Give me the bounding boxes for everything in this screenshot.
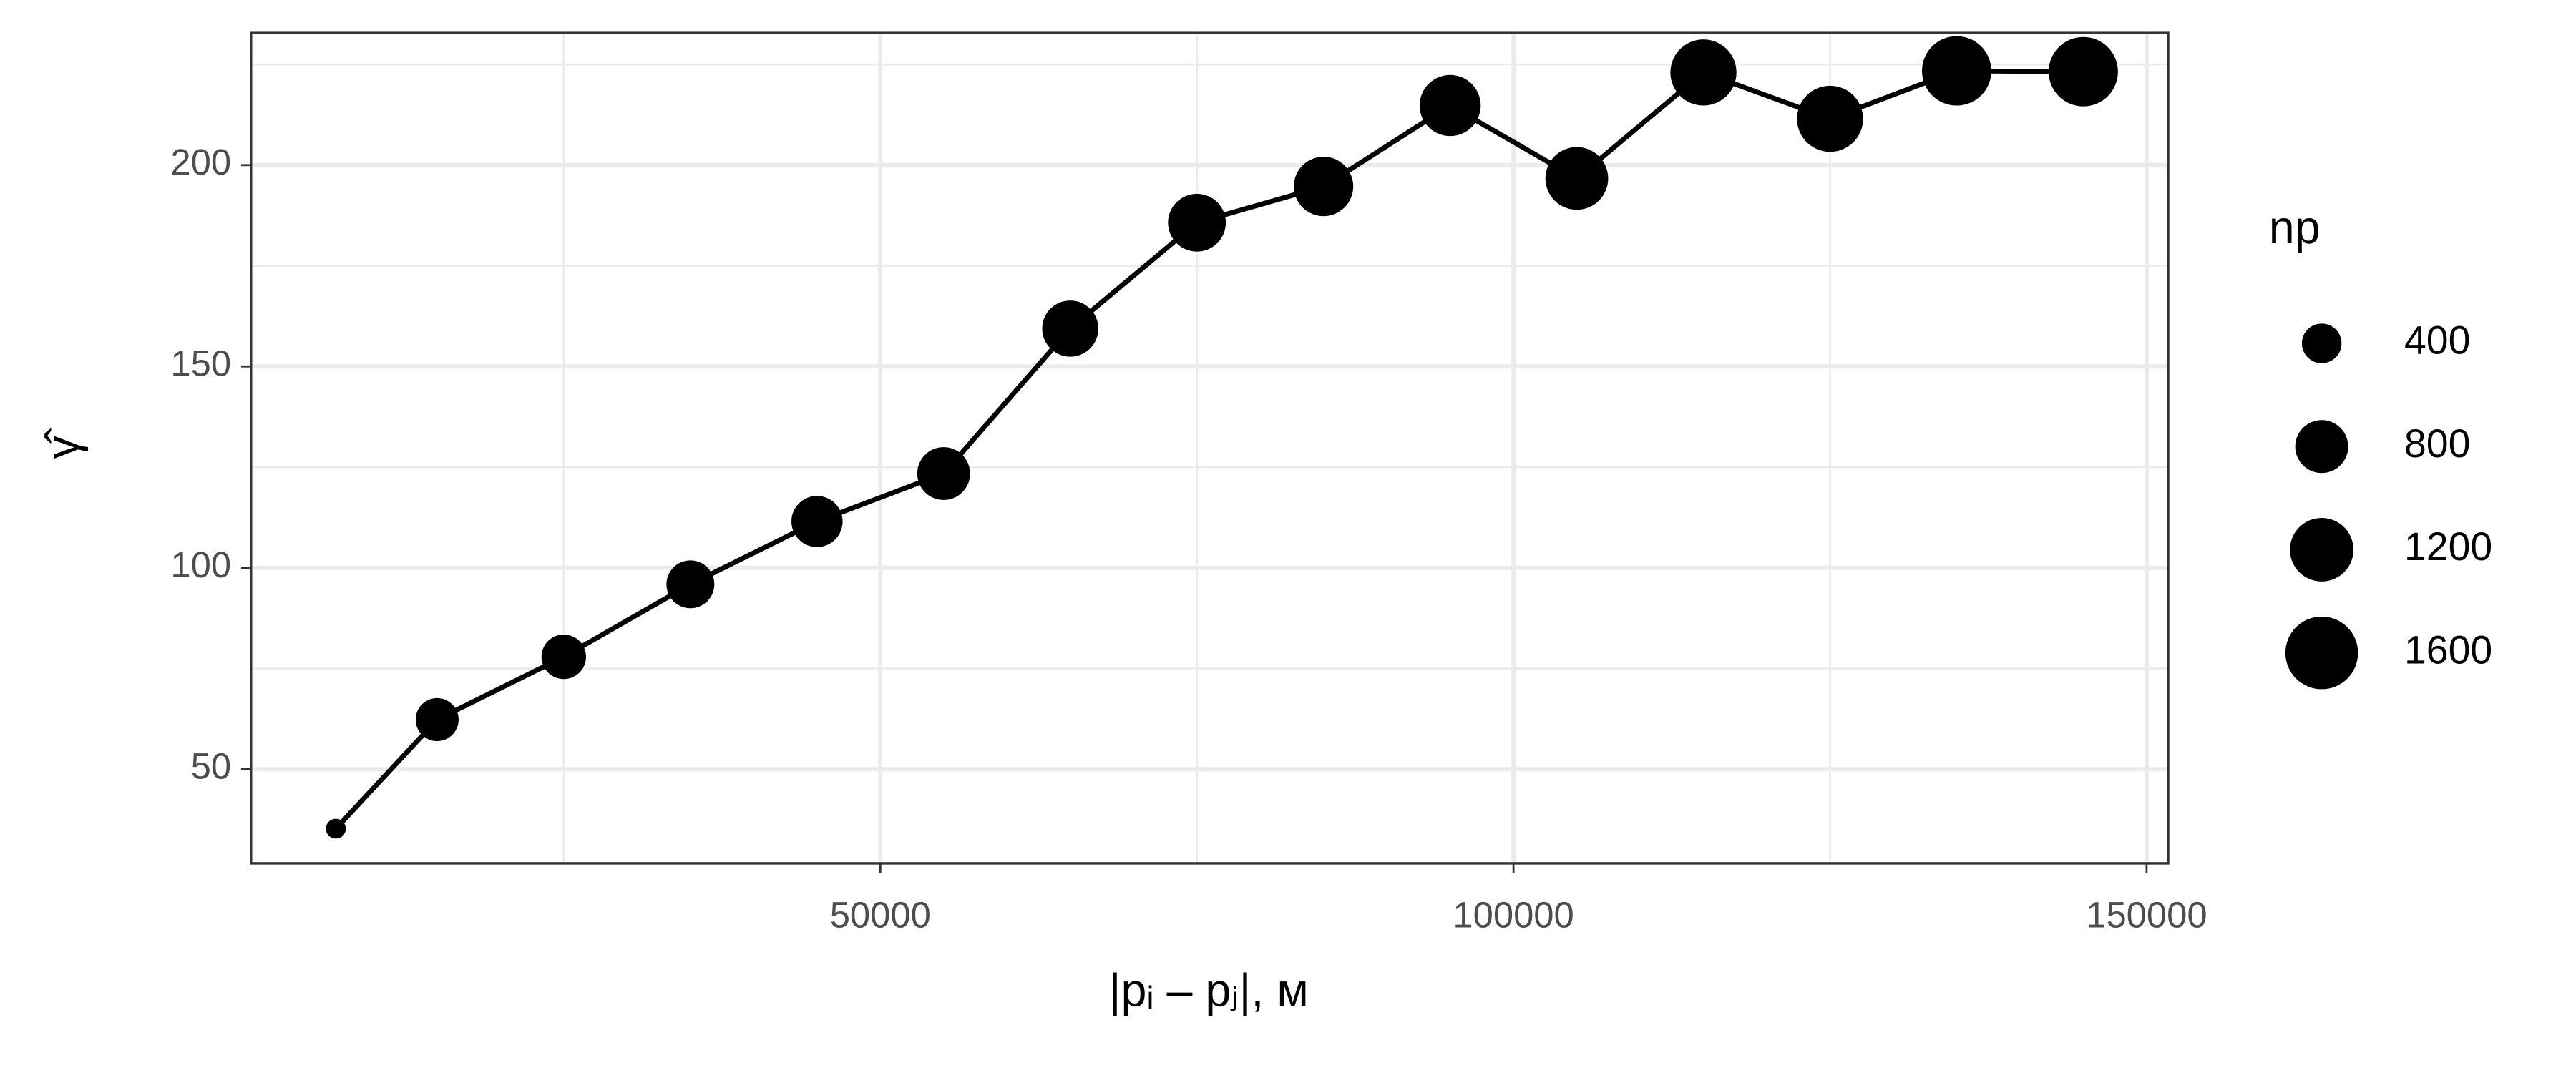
- point: [326, 818, 346, 839]
- x-tick-label: 50000: [830, 894, 931, 935]
- legend-label: 400: [2404, 318, 2470, 363]
- legend-key: [2290, 518, 2354, 582]
- point: [1545, 147, 1609, 210]
- legend-label: 800: [2404, 421, 2470, 466]
- point: [415, 697, 459, 741]
- point: [791, 496, 843, 547]
- point: [1670, 39, 1737, 106]
- legend-label: 1200: [2404, 524, 2492, 569]
- x-tick-label: 100000: [1453, 894, 1574, 935]
- plot-border: [250, 31, 2170, 865]
- y-axis-title: γ̂: [36, 428, 88, 459]
- point: [1168, 193, 1226, 252]
- y-tick-label: 50: [191, 746, 231, 787]
- point: [1922, 36, 1991, 106]
- point: [1042, 300, 1098, 357]
- point: [1797, 85, 1863, 152]
- point: [2048, 36, 2118, 107]
- point: [917, 447, 970, 500]
- y-tick-label: 200: [170, 142, 231, 182]
- point: [541, 634, 587, 680]
- point: [1419, 74, 1481, 137]
- legend-key: [2285, 616, 2358, 690]
- legend-key: [2295, 420, 2348, 474]
- y-tick-label: 100: [170, 544, 231, 585]
- y-tick-label: 150: [170, 343, 231, 384]
- legend-title: np: [2269, 202, 2321, 253]
- x-tick-label: 150000: [2086, 894, 2207, 935]
- line: [333, 68, 2084, 831]
- point: [1294, 157, 1354, 217]
- legend-label: 1600: [2404, 627, 2492, 672]
- legend-key: [2301, 323, 2342, 363]
- x-axis-title: |pᵢ – pⱼ|, м: [1109, 964, 1309, 1016]
- point: [666, 560, 715, 609]
